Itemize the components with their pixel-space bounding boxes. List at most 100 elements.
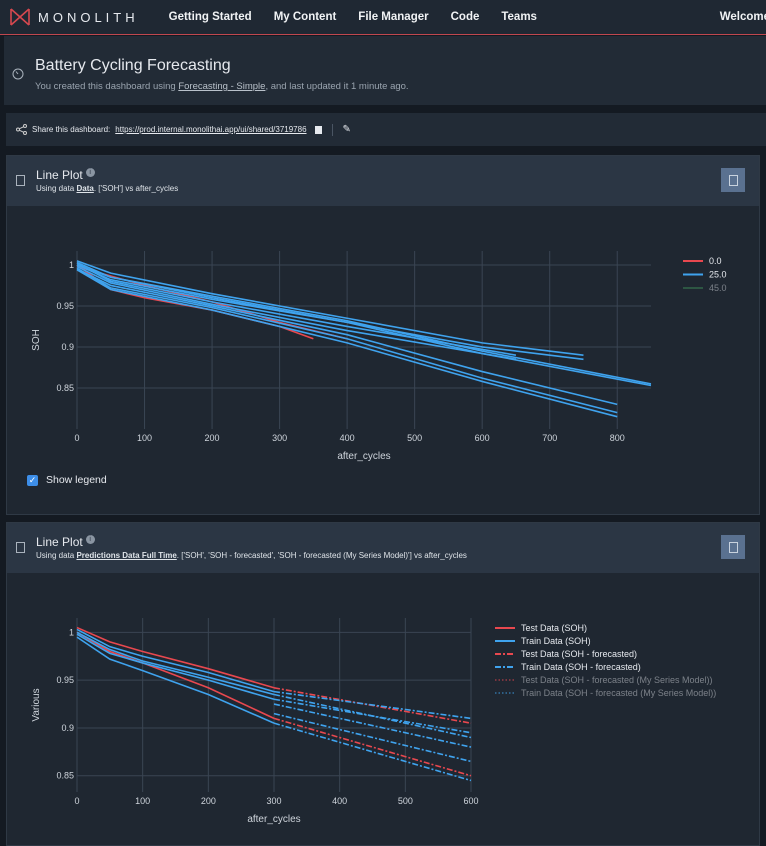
x-tick-label: 300 — [266, 796, 281, 806]
series-line — [76, 264, 652, 387]
x-tick-label: 500 — [398, 796, 413, 806]
nav-file-manager[interactable]: File Manager — [358, 11, 429, 23]
brand-name: MONOLITH — [38, 9, 139, 25]
x-tick-label: 400 — [340, 433, 355, 443]
panel-options-button[interactable] — [721, 168, 745, 192]
logo[interactable]: MONOLITH — [10, 8, 139, 26]
checkmark-icon: ✓ — [27, 474, 38, 486]
series-line — [76, 268, 618, 406]
series-line — [273, 693, 472, 739]
legend-item: 45.0 — [709, 283, 727, 293]
line-chart-predictions[interactable]: 0 100 200 300 400 500 600 0.85 0.9 0.95 1 after_cyc… — [7, 573, 759, 845]
dataset-link[interactable]: Data — [76, 184, 94, 193]
series-line — [76, 636, 275, 724]
y-tick-label: 0.9 — [61, 723, 74, 733]
y-axis-title: SOH — [31, 329, 42, 351]
series-line — [76, 631, 275, 696]
monolith-logo-icon — [10, 8, 30, 26]
x-tick-label: 800 — [610, 433, 625, 443]
info-icon[interactable]: i — [85, 535, 95, 544]
line-chart-soh[interactable]: 0 100 200 300 400 500 600 700 800 0.85 0.9 0.95 1 aft… — [7, 206, 759, 506]
dashboard-subtitle: You created this dashboard using Forecas… — [35, 81, 409, 92]
x-tick-label: 100 — [137, 433, 152, 443]
legend-item: Train Data (SOH - forecasted (My Series … — [521, 688, 716, 698]
y-tick-label: 0.85 — [56, 383, 74, 393]
edit-pencil-icon[interactable]: ✎ — [342, 124, 351, 135]
series-line — [76, 261, 652, 385]
document-icon — [728, 541, 738, 553]
panel-subtitle: Using data Data. ['SOH'] vs after_cycles — [36, 184, 179, 193]
x-tick-label: 200 — [201, 796, 216, 806]
panel-header: Line Plot i Using data Data. ['SOH'] vs a… — [7, 156, 759, 206]
legend-item: Train Data (SOH) — [521, 636, 591, 646]
series-line — [273, 690, 472, 720]
series-line — [273, 712, 472, 763]
x-axis-title: after_cycles — [337, 451, 390, 462]
x-axis-title: after_cycles — [247, 814, 300, 825]
legend-item: Test Data (SOH - forecasted) — [521, 649, 637, 659]
x-tick-label: 200 — [205, 433, 220, 443]
x-tick-label: 100 — [135, 796, 150, 806]
show-legend-label: Show legend — [46, 474, 107, 486]
panel-title: Line Plot i — [36, 168, 95, 182]
page-title: Battery Cycling Forecasting — [35, 57, 231, 74]
y-tick-label: 1 — [69, 260, 74, 270]
series-line — [273, 717, 472, 777]
y-tick-label: 0.9 — [61, 342, 74, 352]
legend-item: Test Data (SOH) — [521, 623, 587, 633]
y-axis-title: Various — [31, 688, 42, 721]
series-line — [76, 260, 584, 356]
series-line — [76, 264, 584, 361]
dashboard-header: Battery Cycling Forecasting You created … — [4, 36, 766, 105]
template-link[interactable]: Forecasting - Simple — [178, 81, 266, 92]
y-tick-label: 0.95 — [56, 675, 74, 685]
series-line — [76, 269, 618, 418]
share-icon — [16, 124, 27, 135]
copy-icon[interactable] — [314, 125, 322, 134]
series-line — [76, 626, 275, 689]
x-tick-label: 700 — [542, 433, 557, 443]
series-line — [76, 265, 517, 361]
y-tick-label: 0.85 — [56, 771, 74, 781]
line-plot-panel-1: Line Plot i Using data Data. ['SOH'] vs a… — [6, 155, 760, 515]
dashboard-gauge-icon — [12, 68, 24, 80]
legend-item: 0.0 — [709, 256, 722, 266]
legend-item: 25.0 — [709, 270, 727, 280]
x-tick-label: 600 — [475, 433, 490, 443]
panel-title: Line Plot i — [36, 535, 95, 549]
y-tick-label: 0.95 — [56, 301, 74, 311]
nav-teams[interactable]: Teams — [501, 11, 537, 23]
x-tick-label: 600 — [463, 796, 478, 806]
x-tick-label: 500 — [407, 433, 422, 443]
series-line — [273, 703, 472, 748]
document-icon — [16, 542, 25, 553]
document-icon — [16, 175, 25, 186]
x-tick-label: 0 — [74, 433, 79, 443]
panel-subtitle: Using data Predictions Data Full Time. [… — [36, 551, 467, 560]
panel-header: Line Plot i Using data Predictions Data F… — [7, 523, 759, 573]
legend-item: Test Data (SOH - forecasted (My Series M… — [521, 675, 713, 685]
info-icon[interactable]: i — [85, 168, 95, 177]
x-tick-label: 0 — [74, 796, 79, 806]
document-icon — [728, 174, 738, 186]
show-legend-checkbox[interactable]: ✓ Show legend — [27, 474, 107, 486]
x-tick-label: 400 — [332, 796, 347, 806]
series-line — [76, 633, 275, 701]
legend-item: Train Data (SOH - forecasted) — [521, 662, 641, 672]
nav-my-content[interactable]: My Content — [273, 11, 337, 23]
series-line — [76, 628, 275, 693]
share-bar: Share this dashboard: https://prod.inter… — [6, 113, 766, 146]
line-plot-panel-2: Line Plot i Using data Predictions Data F… — [6, 522, 760, 846]
panel-options-button[interactable] — [721, 535, 745, 559]
series-line — [273, 722, 472, 782]
dataset-link[interactable]: Predictions Data Full Time — [76, 551, 177, 560]
top-nav: MONOLITH Getting Started My Content File… — [0, 0, 766, 35]
series-line — [76, 267, 618, 414]
share-label: Share this dashboard: — [32, 125, 111, 134]
welcome-user-menu[interactable]: Welcome — [719, 11, 766, 23]
divider — [331, 123, 333, 136]
nav-getting-started[interactable]: Getting Started — [168, 11, 252, 23]
y-tick-label: 1 — [69, 627, 74, 637]
nav-code[interactable]: Code — [450, 11, 480, 23]
share-url-link[interactable]: https://prod.internal.monolithai.app/ui/… — [115, 125, 307, 134]
